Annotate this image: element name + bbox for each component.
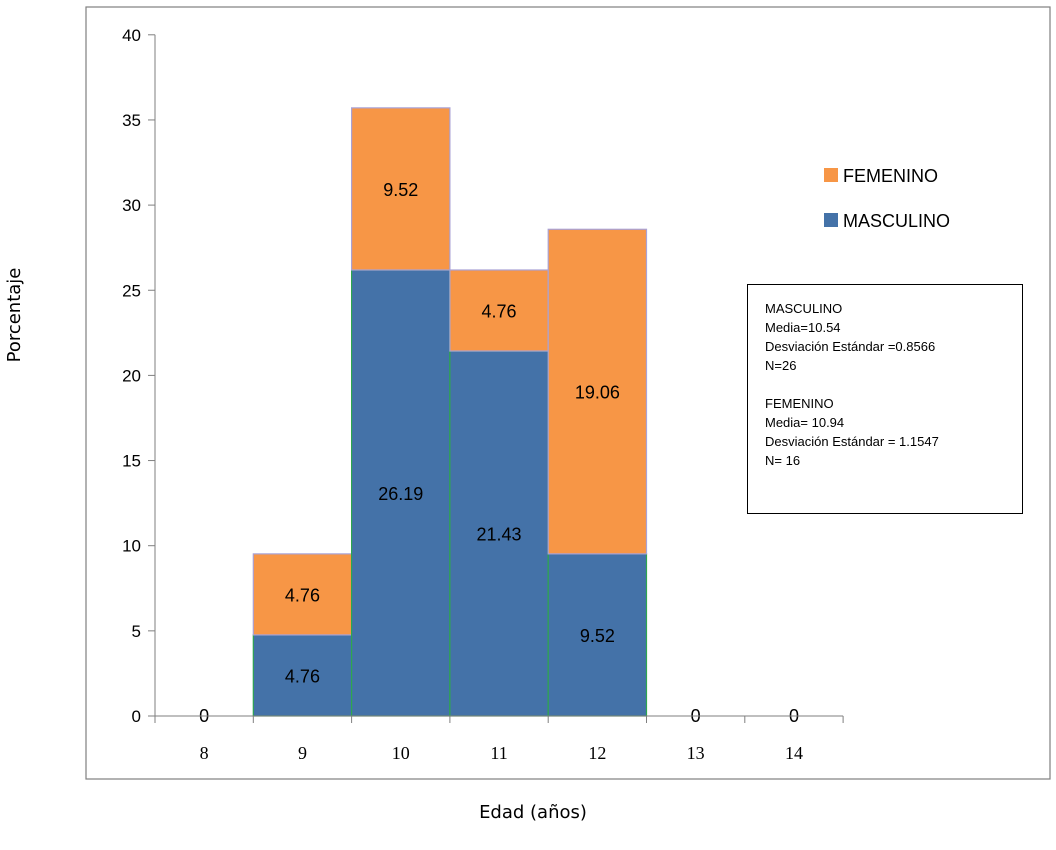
y-tick-label: 40 xyxy=(122,26,141,45)
bar-femenino xyxy=(252,553,353,636)
bar-femenino xyxy=(351,107,451,271)
x-tick-label: 11 xyxy=(490,743,507,763)
y-tick-label: 5 xyxy=(132,622,141,641)
x-tick-label: 10 xyxy=(392,743,410,763)
data-label-femenino: 4.76 xyxy=(482,302,517,322)
stats-female-title: FEMENINO xyxy=(765,396,834,411)
x-tick-label: 14 xyxy=(785,743,803,763)
legend-label: FEMENINO xyxy=(843,166,938,186)
x-tick-label: 9 xyxy=(298,743,307,763)
x-tick-label: 8 xyxy=(200,743,209,763)
data-label-masculino: 21.43 xyxy=(477,525,522,545)
data-label-femenino: 9.52 xyxy=(383,180,418,200)
stats-female-media: Media= 10.94 xyxy=(765,415,845,430)
stats-female-sd: Desviación Estándar = 1.1547 xyxy=(765,434,939,449)
legend-swatch xyxy=(824,213,838,227)
y-tick-label: 30 xyxy=(122,196,141,215)
data-label-masculino: 26.19 xyxy=(378,484,423,504)
stats-box: MASCULINO Media=10.54 Desviación Estánda… xyxy=(747,284,1023,514)
y-axis-layer: 0 5 10 15 20 25 30 35 40 xyxy=(122,26,156,726)
y-tick-label: 0 xyxy=(132,707,141,726)
data-label-femenino: 19.06 xyxy=(575,383,620,403)
stats-male-sd: Desviación Estándar =0.8566 xyxy=(765,339,936,354)
y-tick-label: 35 xyxy=(122,111,141,130)
legend-swatch xyxy=(824,168,838,182)
bar-femenino xyxy=(547,228,648,555)
stats-male-media: Media=10.54 xyxy=(765,320,841,335)
y-tick-label: 20 xyxy=(122,366,141,385)
legend-label: MASCULINO xyxy=(843,211,950,231)
y-tick-label: 15 xyxy=(122,452,141,471)
data-label-masculino: 9.52 xyxy=(580,626,615,646)
x-tick-label: 12 xyxy=(588,743,606,763)
stats-male-n: N=26 xyxy=(765,358,797,373)
stats-female: FEMENINO Media= 10.94 Desviación Estánda… xyxy=(765,394,1022,470)
bar-masculino xyxy=(351,269,451,717)
y-tick-label: 10 xyxy=(122,537,141,556)
x-tick-label: 13 xyxy=(687,743,705,763)
stats-male: MASCULINO Media=10.54 Desviación Estánda… xyxy=(765,299,1022,375)
y-axis-title: Porcentaje xyxy=(4,268,25,363)
bar-masculino xyxy=(449,350,549,717)
y-tick-label: 25 xyxy=(122,281,141,300)
x-axis-title: Edad (años) xyxy=(479,802,587,823)
bar-masculino xyxy=(547,553,648,717)
stats-female-n: N= 16 xyxy=(765,453,801,468)
legend: FEMENINO MASCULINO xyxy=(824,166,950,231)
stats-male-title: MASCULINO xyxy=(765,301,843,316)
data-label-masculino: 4.76 xyxy=(285,666,320,686)
data-label-femenino: 4.76 xyxy=(285,585,320,605)
bar-femenino xyxy=(449,269,549,352)
x-axis-layer: 8 9 10 11 12 13 14 xyxy=(154,715,844,763)
